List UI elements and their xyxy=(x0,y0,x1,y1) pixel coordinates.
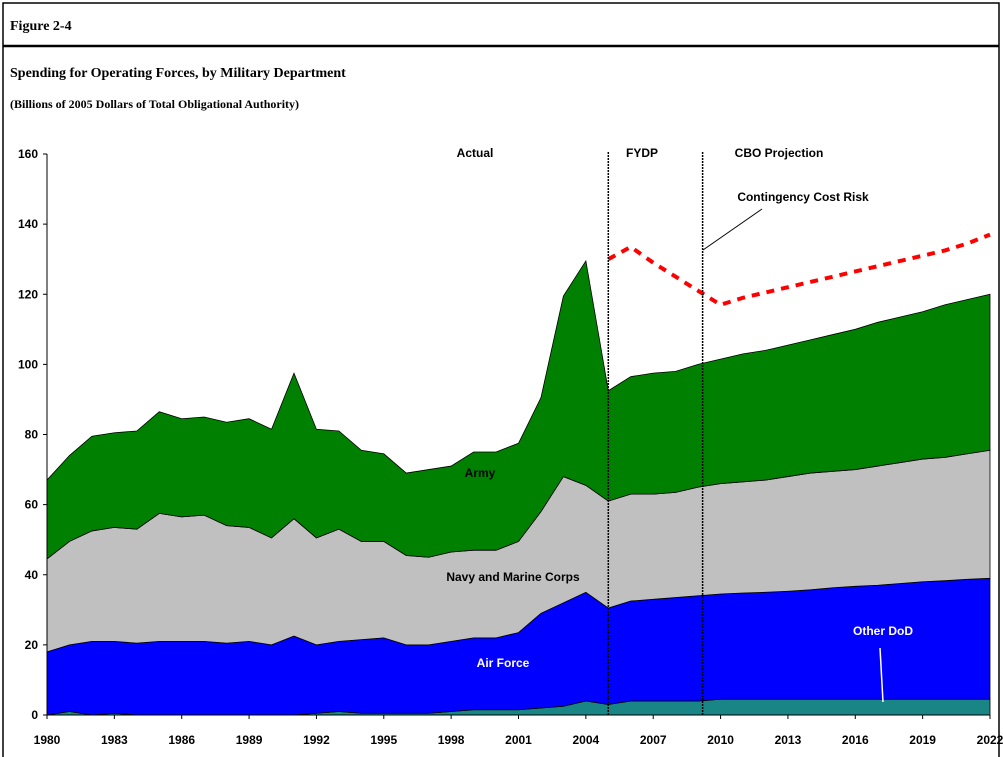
y-tick-label: 160 xyxy=(18,147,38,161)
x-tick-label: 2022 xyxy=(977,733,1003,747)
x-tick-label: 1989 xyxy=(236,733,263,747)
x-tick-label: 1992 xyxy=(303,733,330,747)
x-tick-label: 1983 xyxy=(101,733,128,747)
line-label: Contingency Cost Risk xyxy=(737,190,869,204)
x-tick-label: 1980 xyxy=(34,733,61,747)
x-tick-label: 2013 xyxy=(775,733,802,747)
x-tick-label: 2019 xyxy=(909,733,936,747)
series-label: Air Force xyxy=(477,656,530,670)
leader-line xyxy=(702,208,763,251)
line xyxy=(607,232,991,307)
y-tick-label: 100 xyxy=(18,357,38,371)
y-tick-label: 0 xyxy=(31,708,38,722)
figure-number: Figure 2-4 xyxy=(10,19,72,34)
x-tick-label: 1998 xyxy=(438,733,465,747)
series-label: Other DoD xyxy=(853,624,913,638)
x-tick-label: 2001 xyxy=(505,733,532,747)
area xyxy=(46,259,991,560)
y-tick-label: 80 xyxy=(25,428,39,442)
y-tick-label: 140 xyxy=(18,217,38,231)
period-label: Actual xyxy=(457,146,494,160)
y-tick-label: 20 xyxy=(25,638,39,652)
leader-line xyxy=(879,647,884,703)
period-label: CBO Projection xyxy=(735,146,824,160)
series-label: Army xyxy=(465,466,496,480)
chart-subtitle: (Billions of 2005 Dollars of Total Oblig… xyxy=(10,97,299,111)
y-tick-label: 60 xyxy=(25,498,39,512)
x-tick-label: 2010 xyxy=(707,733,734,747)
x-tick-label: 2007 xyxy=(640,733,667,747)
x-tick-label: 1986 xyxy=(168,733,195,747)
y-tick-label: 120 xyxy=(18,287,38,301)
x-tick-label: 2016 xyxy=(842,733,869,747)
period-label: FYDP xyxy=(626,146,658,160)
chart-title: Spending for Operating Forces, by Milita… xyxy=(10,66,346,81)
series-label: Navy and Marine Corps xyxy=(446,570,580,584)
y-tick-label: 40 xyxy=(25,568,39,582)
x-tick-label: 2004 xyxy=(573,733,600,747)
x-tick-label: 1995 xyxy=(370,733,397,747)
